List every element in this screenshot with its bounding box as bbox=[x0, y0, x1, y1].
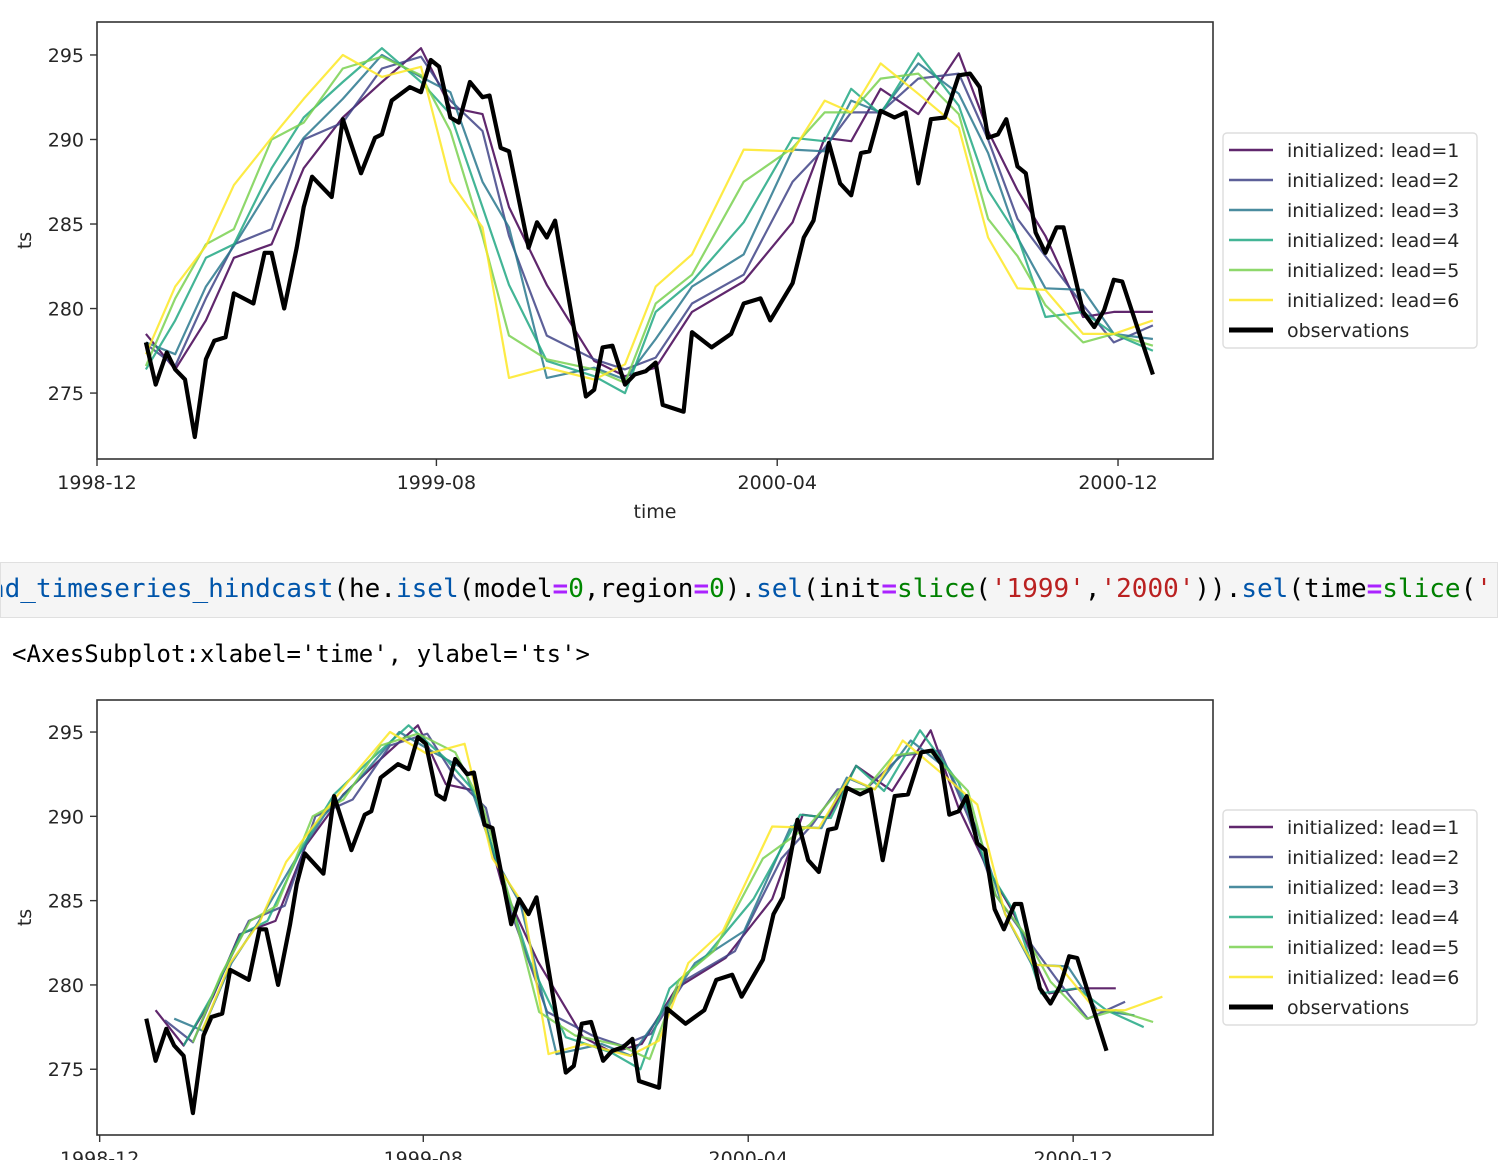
code-token-name: sel bbox=[756, 574, 804, 604]
hindcast-chart-by-valid-time: 275 280 285 290 295 1998-12 1999-08 2000-04 2000… bbox=[14, 699, 1478, 1160]
y-axis-label: ts bbox=[14, 909, 36, 926]
series-line-observations bbox=[143, 57, 1155, 440]
y-tick-label: 295 bbox=[48, 722, 84, 744]
code-token-plain: )). bbox=[1194, 574, 1242, 604]
legend-label: initialized: lead=3 bbox=[1287, 877, 1459, 899]
x-tick-label: 2000-04 bbox=[709, 1148, 788, 1160]
code-token-plain: ). bbox=[724, 574, 757, 604]
y-tick-label: 295 bbox=[48, 45, 84, 67]
code-token-str: '1999' bbox=[990, 574, 1085, 604]
y-tick-label: 290 bbox=[48, 806, 84, 828]
code-token-plain: , bbox=[1084, 574, 1101, 604]
code-cell[interactable]: ad_timeseries_hindcast(he.isel(model=0,r… bbox=[0, 562, 1498, 618]
series-line-lead-3 bbox=[145, 53, 1154, 381]
x-tick-label: 1998-12 bbox=[60, 1148, 139, 1160]
x-tick-label: 1999-08 bbox=[397, 472, 476, 494]
x-axis-label: time bbox=[634, 501, 677, 523]
code-token-str: ' bbox=[1476, 574, 1492, 604]
legend-box bbox=[1222, 809, 1478, 1026]
code-token-plain: (model bbox=[458, 574, 553, 604]
hindcast-chart-by-init: 275 280 285 290 295 1998-12 1999-08 2000-04 2000… bbox=[14, 21, 1478, 523]
code-token-num: 0 bbox=[568, 574, 584, 604]
x-tick-label: 1999-08 bbox=[384, 1148, 463, 1160]
legend-label: initialized: lead=5 bbox=[1287, 937, 1459, 959]
y-axis-label: ts bbox=[14, 232, 36, 249]
cell-output-text: <AxesSubplot:xlabel='time', ylabel='ts'> bbox=[12, 640, 590, 668]
legend-label: observations bbox=[1287, 997, 1409, 1019]
code-token-name: sel bbox=[1241, 574, 1289, 604]
legend-label: initialized: lead=2 bbox=[1287, 847, 1459, 869]
code-token-name: isel bbox=[396, 574, 459, 604]
x-tick-label: 2000-12 bbox=[1033, 1148, 1112, 1160]
legend-box bbox=[1222, 132, 1478, 349]
x-tick-label: 1998-12 bbox=[57, 472, 136, 494]
y-tick-label: 275 bbox=[48, 383, 84, 405]
code-token-op: = bbox=[1366, 574, 1383, 604]
series-group bbox=[143, 47, 1155, 440]
legend-label: initialized: lead=6 bbox=[1287, 967, 1459, 989]
series-line-lead-2 bbox=[145, 55, 1154, 371]
code-token-op: = bbox=[552, 574, 569, 604]
code-token-builtin: slice bbox=[896, 574, 976, 604]
code-token-name: ad_timeseries_hindcast bbox=[0, 574, 334, 604]
series-line-observations bbox=[144, 734, 1109, 1116]
legend-label: initialized: lead=3 bbox=[1287, 200, 1459, 222]
legend-label: initialized: lead=1 bbox=[1287, 817, 1459, 839]
code-token-plain: ( bbox=[975, 574, 991, 604]
x-tick-label: 2000-12 bbox=[1078, 472, 1157, 494]
code-token-plain: (init bbox=[803, 574, 882, 604]
series-line-lead-5 bbox=[144, 55, 1154, 384]
code-token-op: = bbox=[693, 574, 710, 604]
y-tick-label: 285 bbox=[48, 214, 84, 236]
code-token-plain: (time bbox=[1288, 574, 1367, 604]
y-tick-label: 275 bbox=[48, 1059, 84, 1081]
code-token-str: '2000' bbox=[1100, 574, 1195, 604]
code-token-builtin: slice bbox=[1382, 574, 1461, 604]
legend-label: initialized: lead=1 bbox=[1287, 140, 1459, 162]
y-tick-label: 280 bbox=[48, 299, 84, 321]
y-tick-label: 285 bbox=[48, 891, 84, 913]
legend-label: observations bbox=[1287, 320, 1409, 342]
legend-label: initialized: lead=2 bbox=[1287, 170, 1459, 192]
series-line-lead-6 bbox=[144, 53, 1154, 381]
code-token-op: = bbox=[881, 574, 897, 604]
plot-area bbox=[96, 21, 1214, 460]
legend-label: initialized: lead=4 bbox=[1287, 907, 1459, 929]
plot-area bbox=[96, 699, 1214, 1136]
y-tick-label: 280 bbox=[48, 975, 84, 997]
legend-label: initialized: lead=4 bbox=[1287, 230, 1459, 252]
code-line[interactable]: ad_timeseries_hindcast(he.isel(model=0,r… bbox=[0, 573, 1492, 605]
series-line-lead-6 bbox=[201, 730, 1163, 1057]
legend-label: initialized: lead=5 bbox=[1287, 260, 1459, 282]
code-token-plain: ,region bbox=[583, 574, 694, 604]
code-token-plain: (he. bbox=[333, 574, 396, 604]
x-tick-label: 2000-04 bbox=[738, 472, 817, 494]
y-tick-label: 290 bbox=[48, 129, 84, 151]
code-token-num: 0 bbox=[709, 574, 725, 604]
code-token-plain: ( bbox=[1460, 574, 1477, 604]
series-group bbox=[144, 724, 1163, 1116]
legend-label: initialized: lead=6 bbox=[1287, 290, 1459, 312]
